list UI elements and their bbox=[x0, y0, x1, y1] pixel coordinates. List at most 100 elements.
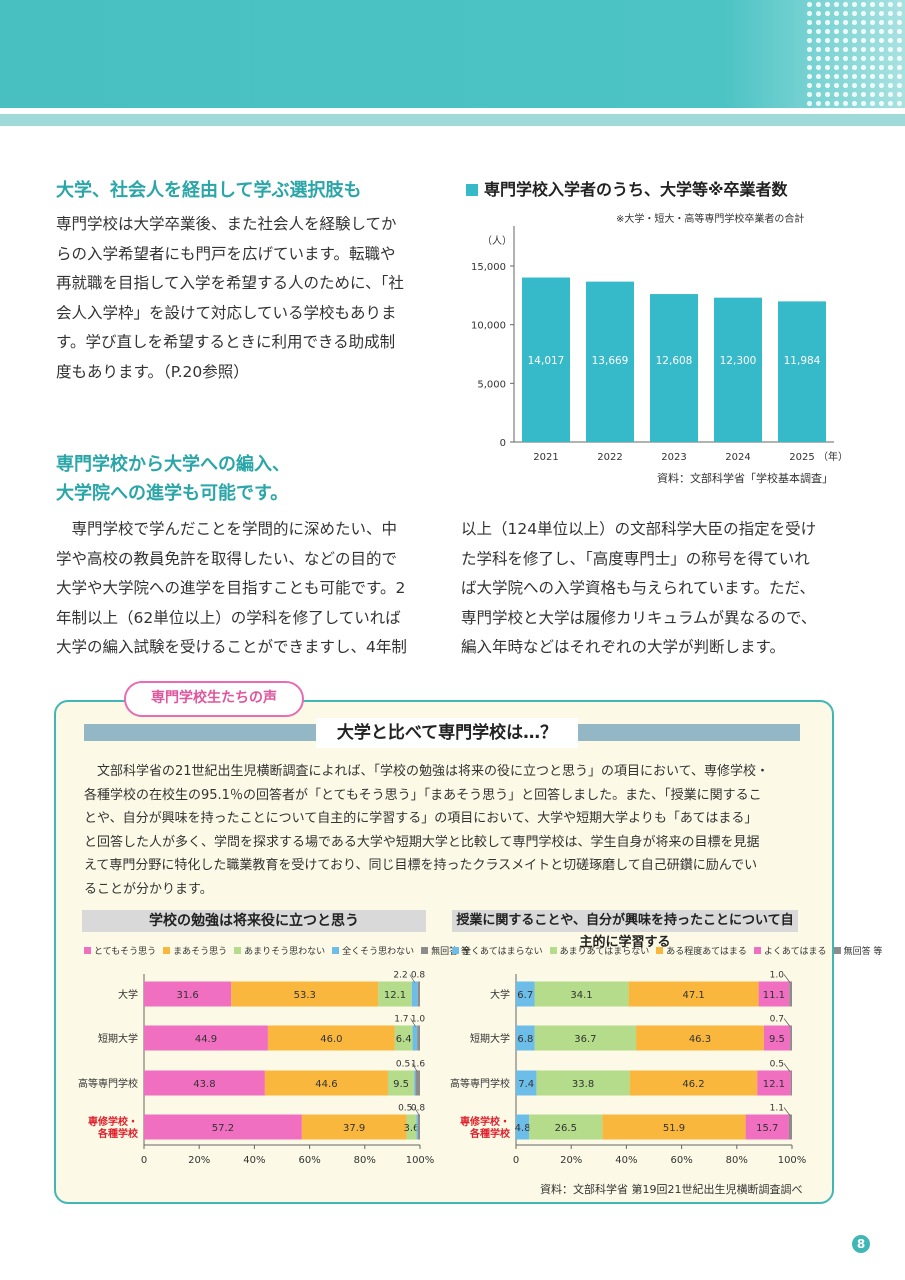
segment bbox=[416, 1114, 418, 1140]
survey2-chart: 0 20% 40% 60% 80% 100% 大学 6.7 34.1 47.1 11.1 1.0 短期大… bbox=[450, 971, 807, 1167]
segment bbox=[757, 1070, 791, 1096]
text-line: 再就職を目指して入学を希望する人のために、「社 bbox=[56, 274, 404, 292]
segment bbox=[231, 981, 379, 1007]
legend-label: 無回答 等 bbox=[843, 947, 883, 957]
segment bbox=[790, 1025, 792, 1051]
segment bbox=[516, 1114, 530, 1140]
legend-swatch bbox=[753, 947, 761, 954]
text-line: 専門学校と大学は履修カリキュラムが異なるので、 bbox=[461, 608, 817, 627]
segment-label: 44.6 bbox=[315, 1079, 337, 1090]
text-line: 専門学校で学んだことを学問的に深めたい、中 bbox=[56, 520, 398, 538]
segment bbox=[516, 1025, 535, 1051]
legend-label: よくあてはまる bbox=[763, 947, 827, 957]
text-line: 大学や大学院への進学を目指すことも可能です。2 bbox=[56, 579, 406, 597]
category-label: 各種学校 bbox=[469, 1127, 511, 1140]
text-line: ることが分かります。 bbox=[84, 881, 213, 897]
text-line: 各種学校の在校生の95.1％の回答者が「とてもそう思う」「まあそう思う」と回答し… bbox=[84, 787, 762, 803]
segment-label: 6.7 bbox=[517, 990, 533, 1001]
segment bbox=[763, 1025, 791, 1051]
x-tick-label: 80% bbox=[726, 1155, 748, 1166]
segment bbox=[144, 1025, 268, 1051]
segment bbox=[414, 1070, 416, 1096]
header-band bbox=[0, 0, 905, 108]
y-tick-label: 0 bbox=[500, 438, 506, 449]
x-tick-label: 40% bbox=[243, 1155, 265, 1166]
section2-body-right: 以上（124単位以上）の文部科学大臣の指定を受け た学科を修了し、「高度専門士」の… bbox=[461, 515, 841, 663]
y-tick-label: 15,000 bbox=[471, 262, 506, 273]
x-tick-label: 2021 bbox=[533, 452, 558, 463]
text-line: す。学び直しを希望するときに利用できる助成制 bbox=[56, 333, 396, 351]
survey2-title: 授業に関することや、自分が興味を持ったことについて自主的に学習する bbox=[452, 910, 798, 950]
page-number: 8 bbox=[852, 1235, 870, 1253]
segment-label: 9.5 bbox=[393, 1079, 409, 1090]
legend-item: とてもそう思う bbox=[84, 944, 156, 957]
segment-label: 3.6 bbox=[403, 1123, 419, 1134]
segment bbox=[529, 1114, 603, 1140]
callout-label: 1.0 bbox=[411, 1015, 426, 1025]
callout-leader bbox=[783, 1018, 791, 1027]
segment-label: 4.8 bbox=[515, 1123, 531, 1134]
text-line: えて専門分野に特化した職業教育を受けており、同じ目標を持ったクラスメイトと切磋琢… bbox=[84, 858, 758, 873]
segment-label: 12.1 bbox=[384, 990, 406, 1001]
segment-label: 43.8 bbox=[193, 1079, 215, 1090]
category-label: 専修学校・ bbox=[88, 1115, 138, 1128]
segment-label: 46.2 bbox=[682, 1079, 704, 1090]
x-tick-label: 20% bbox=[188, 1155, 210, 1166]
segment bbox=[534, 1025, 637, 1051]
segment bbox=[534, 981, 629, 1007]
segment-label: 44.9 bbox=[195, 1034, 217, 1045]
callout-label: 2.2 bbox=[393, 971, 407, 981]
legend-label: あまりあてはまらない bbox=[559, 947, 650, 957]
enrollment-chart-note: ※大学・短大・高等専門学校卒業者の合計 bbox=[616, 214, 805, 225]
callout-label: 1.1 bbox=[770, 1104, 784, 1114]
category-label: 各種学校 bbox=[97, 1127, 139, 1140]
legend-label: あまりそう思わない bbox=[244, 947, 326, 957]
segment-label: 53.3 bbox=[294, 990, 316, 1001]
legend-swatch bbox=[163, 947, 171, 954]
voice-heading: 大学と比べて専門学校は…？ bbox=[316, 718, 578, 748]
text-line: とや、自分が興味を持ったことについて自主的に学習する」の項目において、大学や短期… bbox=[84, 811, 758, 826]
legend-item: ある程度あてはまる bbox=[656, 944, 747, 957]
segment bbox=[602, 1114, 746, 1140]
bar-value-label: 12,300 bbox=[720, 355, 757, 367]
segment bbox=[636, 1025, 764, 1051]
x-tick-label: 0 bbox=[513, 1155, 519, 1166]
category-label: 専修学校・ bbox=[460, 1115, 510, 1128]
x-tick-label: 100% bbox=[778, 1155, 807, 1166]
survey1-legend: とてもそう思う まあそう思う あまりそう思わない 全くそう思わない 無回答 等 bbox=[84, 944, 477, 957]
segment bbox=[629, 1070, 758, 1096]
callout-leader bbox=[783, 1107, 791, 1116]
callout-label: 0.7 bbox=[770, 1015, 784, 1025]
enrollment-chart-title: 専門学校入学者のうち、大学等※卒業者数 bbox=[466, 176, 788, 200]
x-tick-label: 2025 bbox=[789, 452, 814, 463]
segment-label: 34.1 bbox=[570, 990, 592, 1001]
callout-leader bbox=[783, 1063, 791, 1072]
segment bbox=[758, 981, 790, 1007]
student-voice-bubble: 専門学校生たちの声 bbox=[124, 681, 304, 717]
segment-label: 6.4 bbox=[396, 1034, 412, 1045]
bar-value-label: 12,608 bbox=[656, 355, 693, 367]
category-label: 短期大学 bbox=[470, 1032, 510, 1045]
bar-value-label: 13,669 bbox=[592, 355, 629, 367]
bar-2024 bbox=[714, 297, 762, 442]
x-tick-label: 0 bbox=[141, 1155, 147, 1166]
segment bbox=[301, 1114, 407, 1140]
section2-title: 専門学校から大学への編入、 大学院への進学も可能です。 bbox=[56, 454, 290, 504]
callout-label: 0.5 bbox=[398, 1104, 412, 1114]
enrollment-chart-source: 資料：文部科学省「学校基本調査」 bbox=[657, 472, 833, 485]
segment-label: 46.0 bbox=[320, 1034, 342, 1045]
callout-label: 0.8 bbox=[411, 1104, 426, 1114]
segment bbox=[417, 981, 420, 1007]
legend-swatch bbox=[234, 947, 242, 954]
callout-label: 0.8 bbox=[411, 971, 426, 981]
legend-item: よくあてはまる bbox=[753, 944, 827, 957]
legend-swatch bbox=[656, 947, 664, 954]
callout-label: 0.5 bbox=[396, 1060, 410, 1070]
segment-label: 26.5 bbox=[555, 1123, 577, 1134]
segment-label: 9.5 bbox=[769, 1034, 785, 1045]
segment-label: 47.1 bbox=[682, 990, 704, 1001]
category-label: 高等専門学校 bbox=[78, 1077, 138, 1090]
x-axis-label: （年） bbox=[818, 450, 842, 463]
segment bbox=[387, 1070, 415, 1096]
text-line: 専門学校は大学卒業後、また社会人を経験してか bbox=[56, 215, 397, 233]
